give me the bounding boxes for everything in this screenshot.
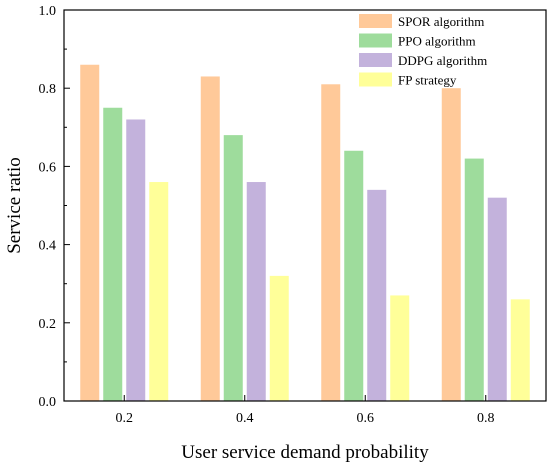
bar — [390, 295, 410, 401]
legend: SPOR algorithm PPO algorithm DDPG algorith… — [359, 14, 487, 88]
bar — [487, 197, 507, 401]
bar — [321, 84, 341, 401]
y-tick-label: 0.0 — [39, 395, 57, 410]
legend-label: SPOR algorithm — [398, 14, 484, 29]
legend-label: DDPG algorithm — [398, 53, 487, 68]
x-tick-label: 0.6 — [357, 411, 375, 426]
legend-label: FP strategy — [398, 73, 457, 88]
bar — [223, 135, 243, 401]
legend-swatch — [359, 14, 392, 28]
bar — [200, 76, 220, 401]
bar — [510, 299, 530, 401]
bar — [464, 158, 484, 401]
bars-group — [80, 64, 530, 402]
legend-label: PPO algorithm — [398, 34, 476, 49]
bar — [103, 107, 123, 401]
y-axis-title: Service ratio — [4, 157, 25, 254]
bar — [367, 189, 387, 401]
bar — [269, 275, 289, 401]
y-tick-label: 0.4 — [39, 239, 57, 254]
legend-swatch — [359, 53, 392, 67]
x-tick-label: 0.8 — [477, 411, 495, 426]
x-tick-label: 0.4 — [236, 411, 254, 426]
y-tick-label: 1.0 — [39, 4, 57, 19]
y-tick-label: 0.2 — [39, 317, 57, 332]
x-axis-title: User service demand probability — [181, 442, 429, 463]
x-tick-label: 0.2 — [116, 411, 134, 426]
y-axis: 0.0 0.2 0.4 0.6 0.8 1.0 — [39, 4, 70, 410]
bar — [80, 64, 100, 402]
bar — [441, 88, 461, 401]
x-axis: 0.2 0.4 0.6 0.8 — [116, 395, 495, 426]
y-tick-label: 0.8 — [39, 82, 57, 97]
bar — [126, 119, 146, 401]
legend-swatch — [359, 33, 392, 48]
bar — [344, 150, 364, 401]
legend-swatch — [359, 72, 392, 87]
y-tick-label: 0.6 — [39, 160, 57, 175]
bar — [149, 182, 169, 401]
bar — [246, 182, 266, 401]
